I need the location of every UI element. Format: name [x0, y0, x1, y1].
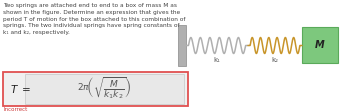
- FancyBboxPatch shape: [3, 72, 188, 106]
- Text: k₂: k₂: [272, 56, 279, 62]
- Text: $T\ =$: $T\ =$: [10, 83, 31, 95]
- FancyBboxPatch shape: [25, 74, 184, 104]
- Text: M: M: [315, 41, 325, 51]
- Text: Incorrect: Incorrect: [4, 107, 28, 111]
- FancyBboxPatch shape: [178, 26, 186, 65]
- Text: k₁: k₁: [214, 56, 220, 62]
- Text: $2\pi\!\left(\sqrt{\dfrac{M}{k_1 k_2}}\right)$: $2\pi\!\left(\sqrt{\dfrac{M}{k_1 k_2}}\r…: [77, 76, 132, 102]
- FancyBboxPatch shape: [302, 28, 338, 63]
- Text: Two springs are attached end to end to a box of mass M as
shown in the figure. D: Two springs are attached end to end to a…: [3, 3, 186, 35]
